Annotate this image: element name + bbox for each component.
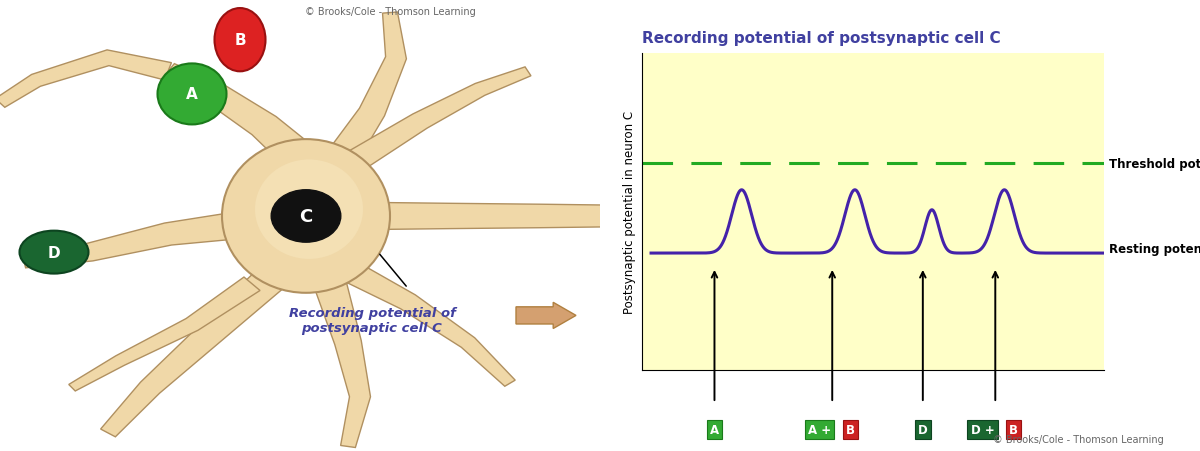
Polygon shape xyxy=(314,281,371,447)
Text: A: A xyxy=(186,87,198,102)
Ellipse shape xyxy=(19,231,89,274)
Text: B: B xyxy=(1009,423,1018,436)
Text: Resting potential: Resting potential xyxy=(1109,242,1200,255)
Polygon shape xyxy=(0,51,172,108)
Ellipse shape xyxy=(157,64,227,125)
Text: © Brooks/Cole - Thomson Learning: © Brooks/Cole - Thomson Learning xyxy=(994,434,1164,444)
Polygon shape xyxy=(372,203,612,230)
Polygon shape xyxy=(68,277,260,391)
Text: D: D xyxy=(918,423,928,436)
Ellipse shape xyxy=(256,160,364,259)
Text: D +: D + xyxy=(971,423,995,436)
Polygon shape xyxy=(344,68,530,171)
Text: Threshold potential: Threshold potential xyxy=(1109,157,1200,170)
Text: B: B xyxy=(846,423,854,436)
Text: D: D xyxy=(48,245,60,260)
Polygon shape xyxy=(162,64,314,167)
Text: C: C xyxy=(299,207,313,226)
Text: A +: A + xyxy=(808,423,832,436)
Polygon shape xyxy=(23,212,242,268)
Polygon shape xyxy=(328,13,407,163)
Polygon shape xyxy=(101,271,284,437)
Circle shape xyxy=(271,190,341,243)
Y-axis label: Postsynaptic potential in neuron C: Postsynaptic potential in neuron C xyxy=(624,110,636,313)
Text: A: A xyxy=(710,423,719,436)
Text: Recording potential of postsynaptic cell C: Recording potential of postsynaptic cell… xyxy=(642,31,1001,46)
Text: © Brooks/Cole - Thomson Learning: © Brooks/Cole - Thomson Learning xyxy=(305,7,475,17)
FancyArrow shape xyxy=(516,303,576,329)
Ellipse shape xyxy=(222,140,390,293)
Text: B: B xyxy=(234,33,246,48)
Ellipse shape xyxy=(215,9,265,72)
Text: Recording potential of
postsynaptic cell C: Recording potential of postsynaptic cell… xyxy=(288,307,456,335)
Polygon shape xyxy=(340,262,515,387)
